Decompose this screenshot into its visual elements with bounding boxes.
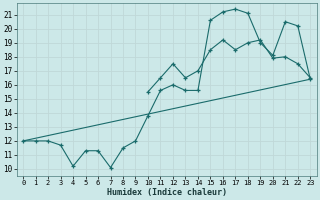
X-axis label: Humidex (Indice chaleur): Humidex (Indice chaleur) <box>107 188 227 197</box>
